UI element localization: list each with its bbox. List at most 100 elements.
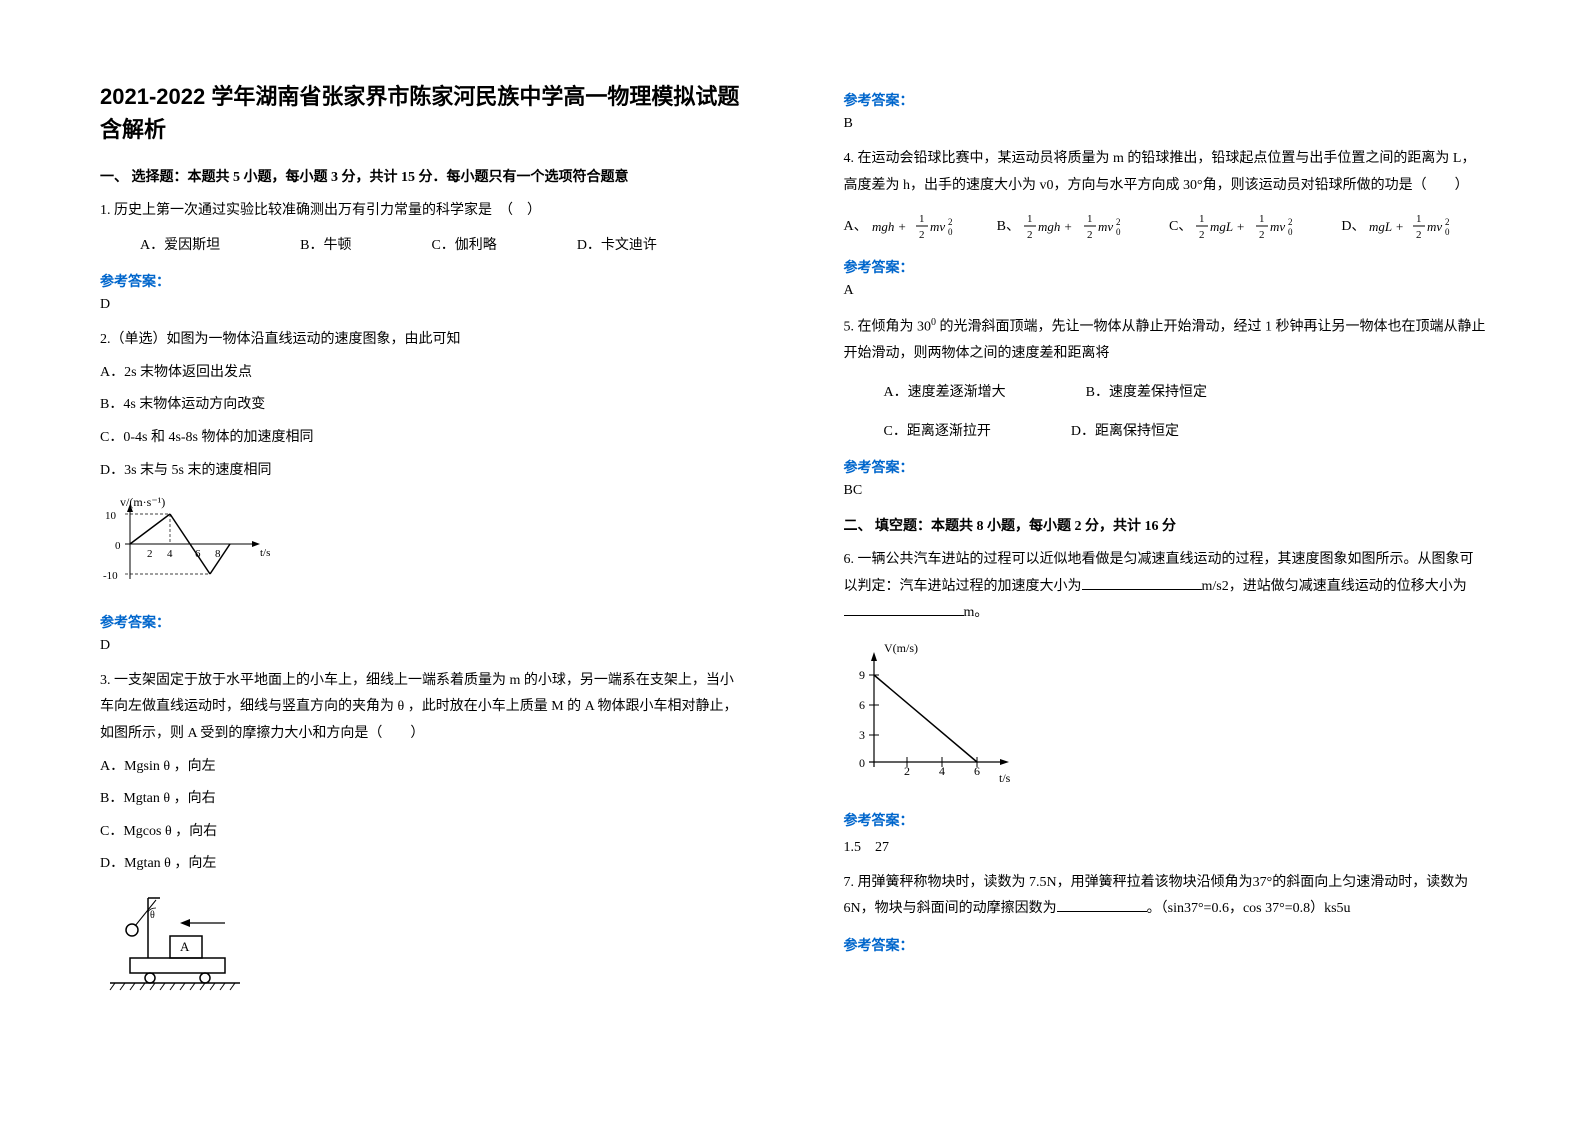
q4-formula-c: 1 2 mgL + 1 2 mv 2 0 <box>1196 209 1301 245</box>
q5-opt-b: B．速度差保持恒定 <box>1086 380 1207 407</box>
svg-text:mgh +: mgh + <box>1038 219 1072 234</box>
svg-text:9: 9 <box>859 668 865 682</box>
q1-opt-c: C．伽利略 <box>431 233 496 260</box>
q2-answer: D <box>100 638 744 654</box>
svg-text:1: 1 <box>1027 213 1033 225</box>
q6-graph-ylabel: V(m/s) <box>884 641 918 655</box>
svg-text:1: 1 <box>1199 213 1205 225</box>
q4-opt-d-label: D、 <box>1341 214 1365 241</box>
question-4: 4. 在运动会铅球比赛中，某运动员将质量为 m 的铅球推出，铅球起点位置与出手位… <box>844 146 1488 245</box>
svg-text:0: 0 <box>115 540 121 552</box>
svg-text:3: 3 <box>859 728 865 742</box>
svg-text:6: 6 <box>859 698 865 712</box>
svg-text:mgh +: mgh + <box>872 219 906 234</box>
q4-text: 4. 在运动会铅球比赛中，某运动员将质量为 m 的铅球推出，铅球起点位置与出手位… <box>844 146 1488 199</box>
section2-header: 二、 填空题：本题共 8 小题，每小题 2 分，共计 16 分 <box>844 515 1488 535</box>
q3-text: 3. 一支架固定于放于水平地面上的小车上，细线上一端系着质量为 m 的小球，另一… <box>100 668 744 748</box>
svg-text:2: 2 <box>948 217 953 227</box>
svg-text:1: 1 <box>919 213 925 225</box>
q3-opt-d: D．Mgtan θ ，向左 <box>100 851 744 878</box>
svg-text:0: 0 <box>1116 227 1121 237</box>
q3-answer-label: 参考答案： <box>844 90 1488 110</box>
q4-formula-b: 1 2 mgh + 1 2 mv 2 0 <box>1024 209 1129 245</box>
section1-header: 一、 选择题：本题共 5 小题，每小题 3 分，共计 15 分．每小题只有一个选… <box>100 166 744 186</box>
question-5: 5. 在倾角为 300 的光滑斜面顶端，先让一物体从静止开始滑动，经过 1 秒钟… <box>844 313 1488 445</box>
q1-opt-b: B．牛顿 <box>300 233 351 260</box>
question-3: 3. 一支架固定于放于水平地面上的小车上，细线上一端系着质量为 m 的小球，另一… <box>100 668 744 1009</box>
q2-opt-b: B．4s 末物体运动方向改变 <box>100 392 744 419</box>
q5-answer-label: 参考答案： <box>844 457 1488 477</box>
svg-text:1: 1 <box>1087 213 1093 225</box>
q4-opt-a-label: A、 <box>844 214 868 241</box>
q4-answer: A <box>844 283 1488 299</box>
q2-opt-a: A．2s 末物体返回出发点 <box>100 360 744 387</box>
q4-opt-b-label: B、 <box>997 214 1020 241</box>
q4-formula-a: mgh + 1 2 mv 2 0 <box>872 209 957 245</box>
q3-answer: B <box>844 116 1488 132</box>
q3-block-a-label: A <box>180 939 190 954</box>
svg-text:t/s: t/s <box>999 771 1011 785</box>
q7-blank <box>1057 898 1147 912</box>
q4-answer-label: 参考答案： <box>844 257 1488 277</box>
q4-formula-d: mgL + 1 2 mv 2 0 <box>1369 209 1454 245</box>
svg-text:t/s: t/s <box>260 547 270 559</box>
q2-graph-ylabel: v/(m·s⁻¹) <box>120 495 165 509</box>
svg-text:-10: -10 <box>103 570 118 582</box>
svg-text:2: 2 <box>1416 229 1422 241</box>
q7-text-2: 。（sin37°=0.6，cos 37°=0.8）ks5u <box>1147 901 1351 916</box>
svg-text:mgL +: mgL + <box>1369 219 1404 234</box>
q6-text-3: m。 <box>964 605 989 620</box>
q1-text: 1. 历史上第一次通过实验比较准确测出万有引力常量的科学家是 （ ） <box>100 198 744 225</box>
q2-opt-d: D．3s 末与 5s 末的速度相同 <box>100 458 744 485</box>
q7-answer-label: 参考答案： <box>844 935 1488 955</box>
svg-text:mv: mv <box>1427 219 1442 234</box>
q2-answer-label: 参考答案： <box>100 612 744 632</box>
q5-opt-d: D．距离保持恒定 <box>1071 419 1179 446</box>
q1-opt-a: A．爱因斯坦 <box>140 233 220 260</box>
question-2: 2.（单选）如图为一物体沿直线运动的速度图象，由此可知 A．2s 末物体返回出发… <box>100 327 744 600</box>
svg-text:10: 10 <box>105 510 117 522</box>
svg-text:mv: mv <box>1098 219 1113 234</box>
svg-text:2: 2 <box>1087 229 1093 241</box>
svg-text:0: 0 <box>948 227 953 237</box>
q3-theta-label: θ <box>150 910 155 921</box>
q5-text-2: 的光滑斜面顶端，先让一物体从静止开始滑动，经过 1 秒钟再让另一物体也在顶端从静… <box>844 320 1486 362</box>
q1-opt-d: D．卡文迪许 <box>577 233 657 260</box>
svg-text:mv: mv <box>930 219 945 234</box>
q6-answer-label: 参考答案： <box>844 810 1488 830</box>
svg-text:0: 0 <box>859 756 865 770</box>
q5-opt-c: C．距离逐渐拉开 <box>884 419 991 446</box>
svg-text:2: 2 <box>1027 229 1033 241</box>
svg-text:2: 2 <box>147 548 153 560</box>
svg-text:mgL +: mgL + <box>1210 219 1245 234</box>
q5-answer: BC <box>844 483 1488 499</box>
q4-opt-c-label: C、 <box>1169 214 1192 241</box>
svg-text:2: 2 <box>1259 229 1265 241</box>
q6-text-2: m/s2，进站做匀减速直线运动的位移大小为 <box>1202 579 1467 594</box>
q6-blank-2 <box>844 602 964 616</box>
question-1: 1. 历史上第一次通过实验比较准确测出万有引力常量的科学家是 （ ） A．爱因斯… <box>100 198 744 259</box>
q2-velocity-graph: v/(m·s⁻¹) 10 0 -10 2 4 6 8 t/s <box>100 494 744 600</box>
svg-text:mv: mv <box>1270 219 1285 234</box>
q6-blank-1 <box>1082 576 1202 590</box>
svg-text:0: 0 <box>1445 227 1450 237</box>
question-7: 7. 用弹簧秤称物块时，读数为 7.5N，用弹簧秤拉着该物块沿倾角为37°的斜面… <box>844 870 1488 923</box>
q5-text-1: 5. 在倾角为 30 <box>844 320 932 335</box>
question-6: 6. 一辆公共汽车进站的过程可以近似地看做是匀减速直线运动的过程，其速度图象如图… <box>844 547 1488 797</box>
svg-text:0: 0 <box>1288 227 1293 237</box>
q3-opt-c: C．Mgcos θ ，向右 <box>100 819 744 846</box>
q2-opt-c: C．0-4s 和 4s-8s 物体的加速度相同 <box>100 425 744 452</box>
q2-text: 2.（单选）如图为一物体沿直线运动的速度图象，由此可知 <box>100 327 744 354</box>
svg-text:2: 2 <box>1199 229 1205 241</box>
q5-opt-a: A．速度差逐渐增大 <box>884 380 1006 407</box>
svg-text:2: 2 <box>1288 217 1293 227</box>
q3-opt-b: B．Mgtan θ ，向右 <box>100 786 744 813</box>
q1-answer-label: 参考答案： <box>100 271 744 291</box>
svg-text:4: 4 <box>167 548 173 560</box>
svg-text:2: 2 <box>919 229 925 241</box>
q6-answer: 1.5 27 <box>844 836 1488 856</box>
q3-cart-diagram: A θ <box>100 888 744 1009</box>
svg-text:1: 1 <box>1416 213 1422 225</box>
q1-answer: D <box>100 297 744 313</box>
q3-opt-a: A．Mgsin θ ，向左 <box>100 754 744 781</box>
